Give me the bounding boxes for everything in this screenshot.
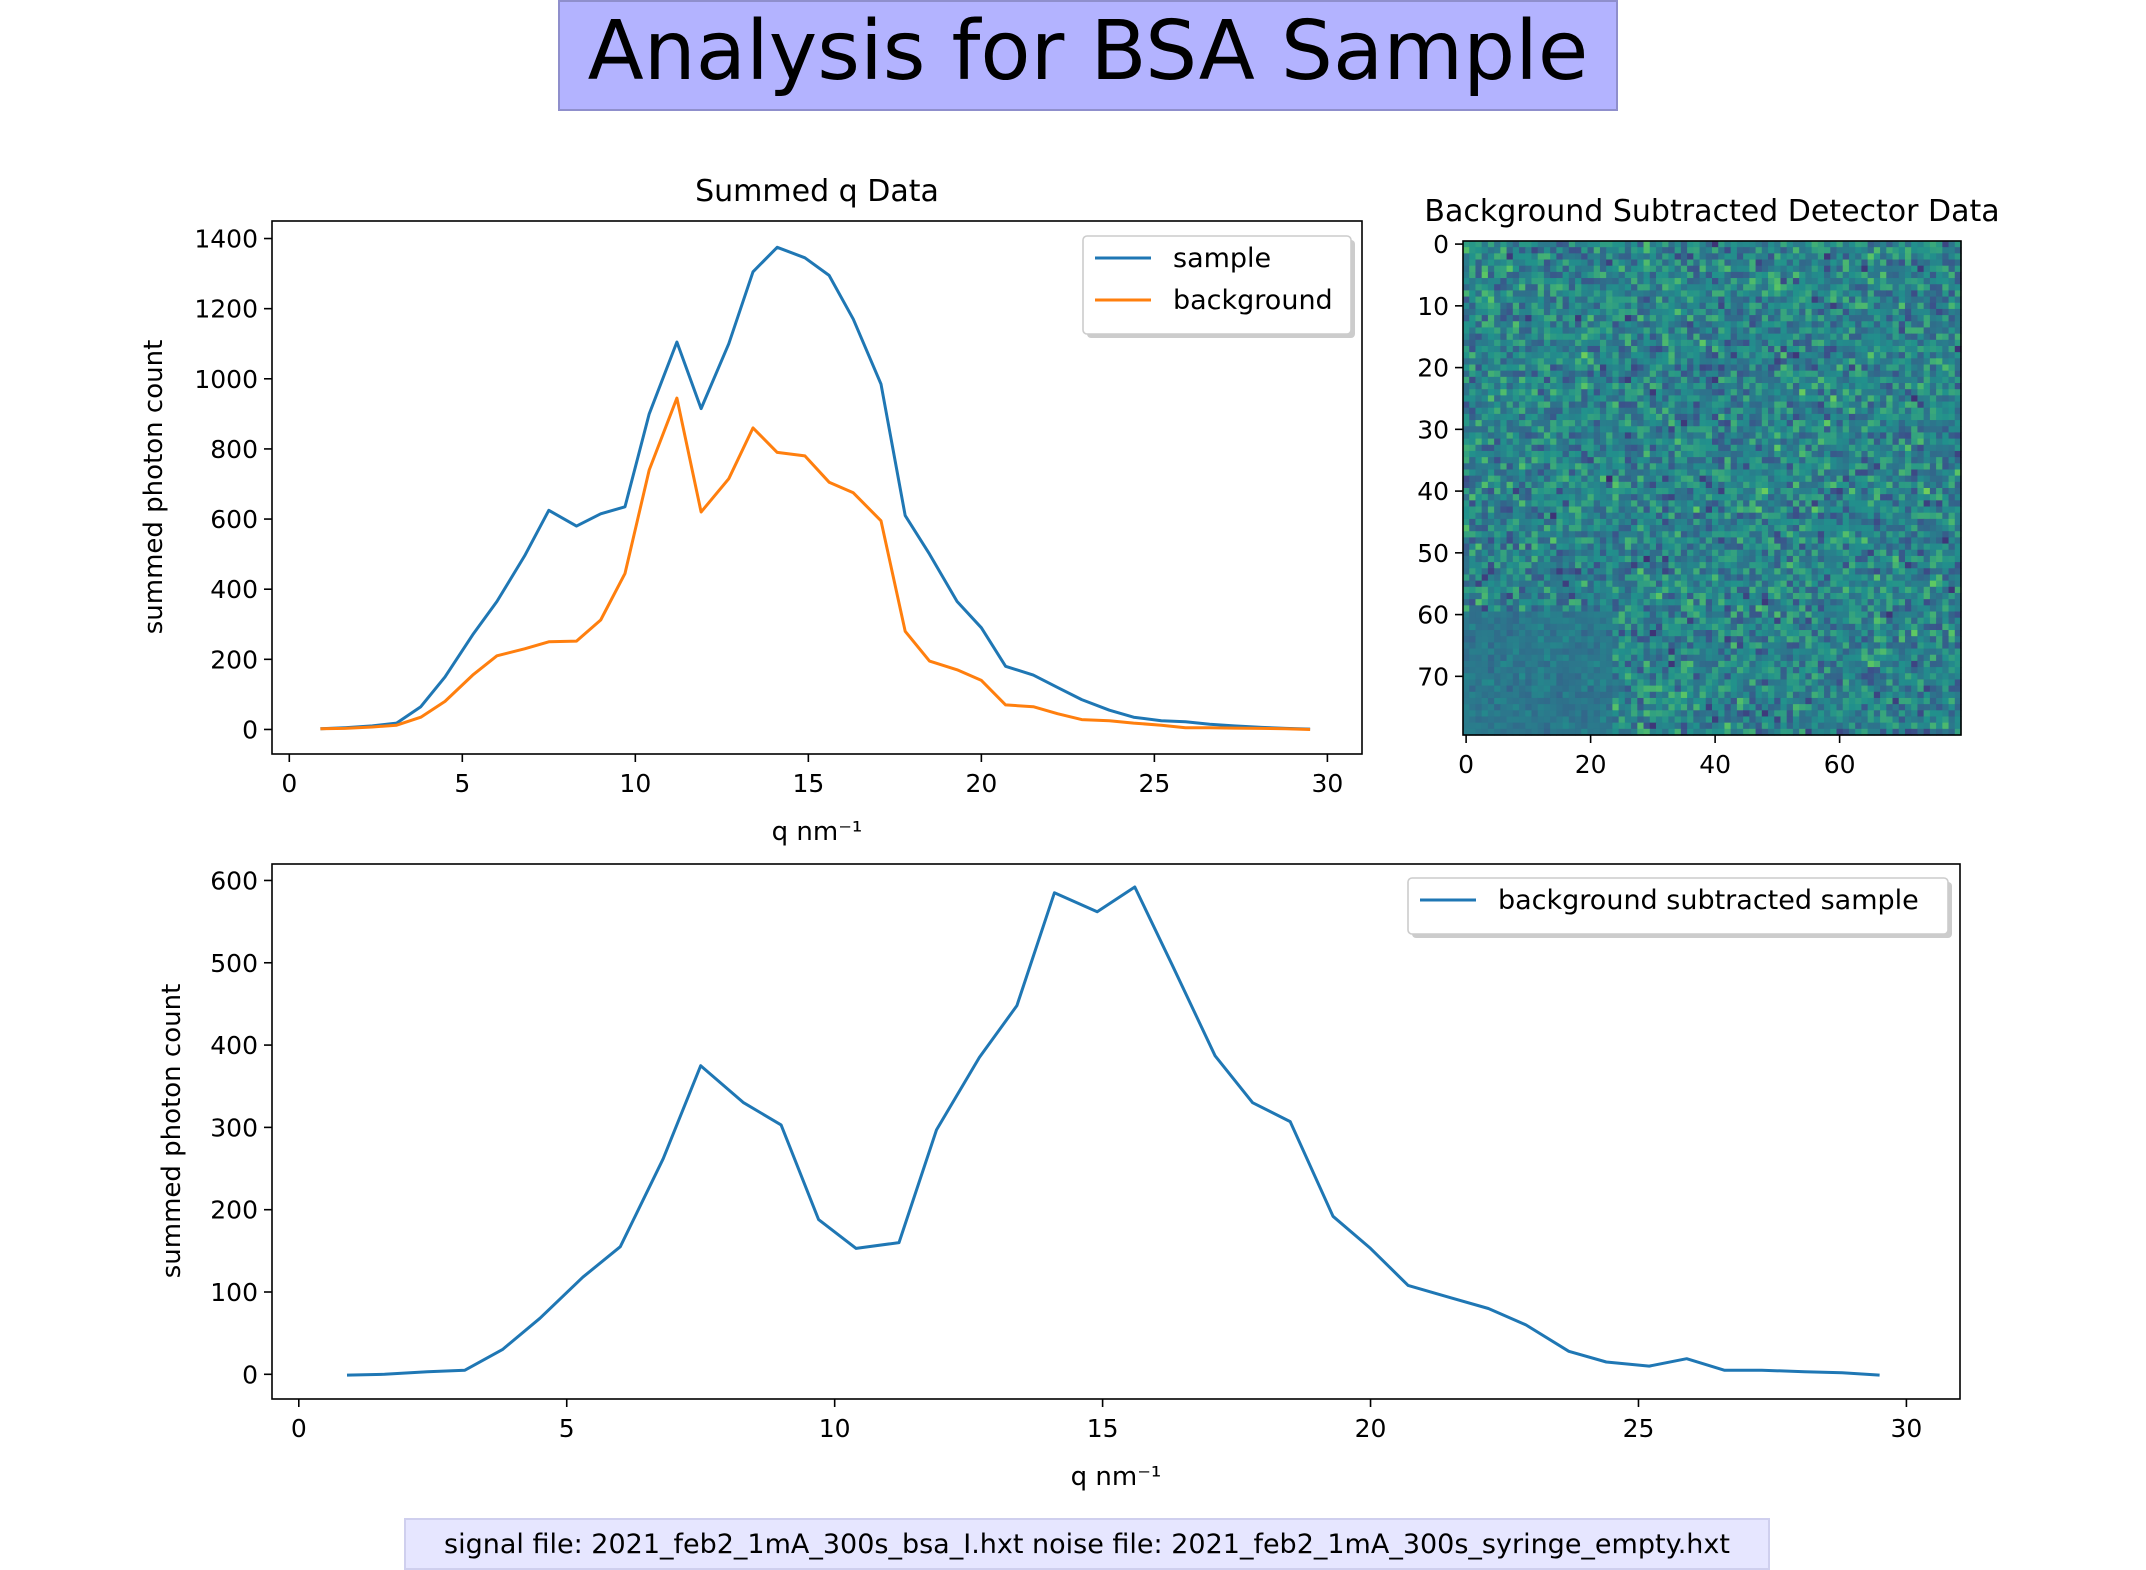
x-tick-label: 20 — [965, 769, 997, 798]
x-tick-label: 15 — [1087, 1414, 1119, 1443]
y-tick-label: 400 — [210, 1031, 258, 1060]
x-tick-label: 30 — [1891, 1414, 1923, 1443]
y-tick-label: 200 — [210, 1196, 258, 1225]
bottom-plot-frame — [272, 864, 1960, 1399]
y-tick-label: 600 — [210, 505, 258, 534]
heatmap-y-tick-label: 40 — [1417, 477, 1449, 506]
y-tick-label: 400 — [210, 575, 258, 604]
heatmap-y-tick-label: 30 — [1417, 415, 1449, 444]
heatmap-y-tick-label: 70 — [1417, 662, 1449, 691]
x-tick-label: 25 — [1623, 1414, 1655, 1443]
y-tick-label: 500 — [210, 949, 258, 978]
series-line-background — [320, 398, 1310, 729]
heatmap-y-tick-label: 60 — [1417, 601, 1449, 630]
x-tick-label: 10 — [819, 1414, 851, 1443]
heatmap-y-tick-label: 10 — [1417, 292, 1449, 321]
y-tick-label: 200 — [210, 645, 258, 674]
series-line-background-subtracted-sample — [347, 887, 1880, 1375]
y-tick-label: 1400 — [194, 225, 258, 254]
heatmap-y-tick-label: 20 — [1417, 354, 1449, 383]
y-tick-label: 0 — [242, 715, 258, 744]
heatmap-title: Background Subtracted Detector Data — [1424, 194, 1999, 229]
top-chart-title: Summed q Data — [695, 174, 939, 209]
file-info-footer: signal file: 2021_feb2_1mA_300s_bsa_I.hx… — [404, 1518, 1770, 1570]
top-x-axis-label: q nm⁻¹ — [772, 817, 863, 847]
heatmap-x-tick-label: 20 — [1575, 750, 1607, 779]
heatmap-y-tick-label: 0 — [1433, 230, 1449, 259]
x-tick-label: 30 — [1311, 769, 1343, 798]
heatmap-x-tick-label: 40 — [1699, 750, 1731, 779]
heatmap-x-tick-label: 60 — [1824, 750, 1856, 779]
y-tick-label: 0 — [242, 1360, 258, 1389]
top-y-axis-label: summed photon count — [139, 340, 169, 635]
heatmap-x-tick-label: 0 — [1458, 750, 1474, 779]
y-tick-label: 1200 — [194, 295, 258, 324]
bottom-x-axis-label: q nm⁻¹ — [1071, 1462, 1162, 1492]
y-tick-label: 300 — [210, 1113, 258, 1142]
legend-label: background subtracted sample — [1498, 885, 1919, 916]
x-tick-label: 5 — [559, 1414, 575, 1443]
x-tick-label: 0 — [281, 769, 297, 798]
heatmap-y-tick-label: 50 — [1417, 539, 1449, 568]
y-tick-label: 800 — [210, 435, 258, 464]
legend-label: sample — [1173, 243, 1271, 274]
summed-q-chart: Summed q Data 0 5 10 15 20 25 30 0 200 400 600 800… — [139, 174, 1362, 847]
bottom-chart-legend: background subtracted sample — [1408, 878, 1952, 938]
x-tick-label: 10 — [619, 769, 651, 798]
y-tick-label: 100 — [210, 1278, 258, 1307]
y-tick-label: 1000 — [194, 365, 258, 394]
bottom-y-axis-label: summed photon count — [157, 984, 187, 1279]
detector-heatmap-chart: Background Subtracted Detector Data 0 20 4… — [1417, 194, 1999, 779]
x-tick-label: 20 — [1355, 1414, 1387, 1443]
heatmap-cells — [1463, 241, 1962, 736]
x-tick-label: 0 — [291, 1414, 307, 1443]
x-tick-label: 15 — [792, 769, 824, 798]
top-chart-legend: sample background — [1083, 236, 1355, 338]
x-tick-label: 5 — [454, 769, 470, 798]
x-tick-label: 25 — [1138, 769, 1170, 798]
legend-label: background — [1173, 285, 1333, 316]
y-tick-label: 600 — [210, 866, 258, 895]
